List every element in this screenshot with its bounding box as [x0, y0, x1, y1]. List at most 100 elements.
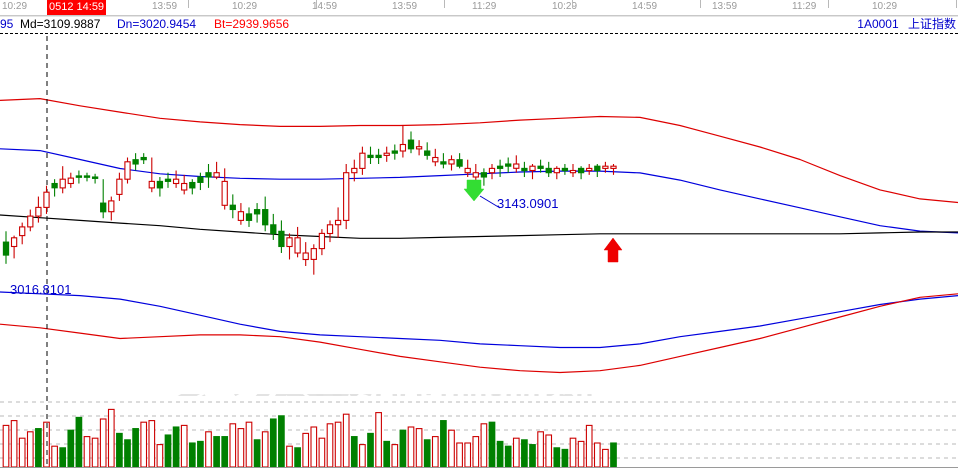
candle-body-down [391, 150, 398, 154]
candle-body-up [359, 152, 366, 169]
symbol-header[interactable]: 1A0001 上证指数 [857, 17, 956, 32]
candle-body-up [148, 180, 155, 189]
candle-body-down [278, 230, 285, 248]
price-panel[interactable] [0, 36, 958, 394]
time-tick-10: 11:29 [792, 1, 817, 12]
volume-bar-up [342, 413, 350, 468]
volume-bar-up [431, 436, 439, 468]
candle-body-up [529, 165, 536, 172]
volume-chart-svg [0, 396, 958, 468]
candle-body-down [253, 209, 261, 215]
candle-body-up [108, 200, 115, 213]
volume-bar-down [496, 440, 504, 468]
volume-bar-up [448, 429, 455, 468]
volume-bar-down [116, 432, 123, 468]
volume-bar-down [561, 448, 569, 468]
candle-body-down [100, 202, 107, 213]
volume-bar-down [213, 436, 220, 468]
buy-arrow-up[interactable] [603, 237, 623, 263]
candle-body-down [205, 172, 212, 178]
volume-bar-down [59, 447, 67, 468]
candle-body-up [610, 165, 617, 169]
candle-body-down [440, 161, 447, 165]
volume-bar-down [399, 429, 407, 468]
volume-bar-up [286, 445, 293, 468]
band-line-Bt-upper [0, 98, 958, 204]
candle-body-down [496, 165, 504, 169]
volume-bar-up [91, 437, 99, 468]
volume-bar-up [2, 424, 10, 468]
volume-bar-up [10, 420, 18, 468]
time-tick-6: 11:29 [472, 1, 497, 12]
time-tick-11: 10:29 [872, 1, 898, 12]
volume-bar-up [375, 412, 382, 468]
indicator-header: 95 Md=3109.9887 Dn=3020.9454 Bt=2939.965… [0, 17, 958, 32]
indicator-md: Md=3109.9887 [20, 17, 101, 31]
volume-bar-up [51, 445, 58, 468]
volume-bar-down [350, 436, 358, 468]
candle-body-down [545, 167, 552, 174]
sell-arrow-down[interactable] [463, 179, 485, 202]
candle-body-down [270, 224, 277, 235]
volume-bar-up [302, 432, 310, 468]
volume-bar-up [480, 423, 488, 468]
candle-body-down [521, 167, 528, 172]
annotation-leader-line [479, 195, 501, 209]
candle-body-up [43, 191, 50, 208]
candle-body-down [75, 175, 83, 178]
band-line-Bt-lower [0, 293, 958, 374]
volume-bar-down [553, 447, 561, 468]
volume-bar-up [407, 426, 415, 468]
volume-bar-up [318, 437, 326, 468]
volume-bar-up [229, 423, 237, 468]
candle-body-up [602, 165, 609, 169]
cursor-time-badge: 0512 14:59 [47, 0, 107, 15]
volume-bar-up [464, 442, 472, 468]
candle-body-down [189, 181, 196, 189]
candle-body-up [448, 159, 455, 165]
symbol-name: 上证指数 [907, 17, 956, 31]
volume-bar-up [180, 424, 188, 468]
candle-body-down [197, 176, 204, 183]
volume-bar-up [593, 442, 601, 468]
volume-bar-down [132, 428, 139, 468]
time-tick-5: 13:59 [392, 1, 418, 12]
candlestick-series [2, 124, 617, 275]
volume-bar-down [278, 415, 285, 468]
volume-bar-up [472, 436, 480, 468]
volume-bar-up [585, 424, 593, 468]
band-line-Md [0, 214, 958, 239]
candle-body-down [424, 150, 431, 156]
candle-body-up [19, 226, 26, 237]
candle-body-up [553, 167, 560, 174]
candle-body-up [586, 167, 593, 172]
candle-body-down [594, 165, 601, 172]
volume-bar-down [172, 426, 180, 468]
time-tick-2: 13:59 [152, 1, 178, 12]
volume-bar-down [423, 439, 431, 468]
band-line-Dn-upper [0, 148, 958, 234]
volume-bar-up [205, 431, 212, 468]
volume-bar-up [359, 444, 366, 468]
volume-panel[interactable] [0, 396, 958, 468]
candle-body-up [237, 211, 245, 221]
candle-body-up [343, 172, 350, 221]
volume-bar-down [75, 416, 83, 468]
candle-body-up [334, 219, 342, 226]
volume-bar-down [35, 428, 42, 468]
candle-body-up [59, 178, 66, 189]
candle-body-up [326, 224, 334, 235]
time-axis[interactable]: 10:29 14:59 13:59 10:29 14:59 13:59 11:29 10:29… [0, 0, 958, 16]
volume-bar-up [18, 437, 26, 468]
time-tick-0: 10:29 [2, 1, 28, 12]
indicator-prefix: 95 [0, 17, 14, 31]
time-tick-3: 10:29 [232, 1, 258, 12]
candle-body-down [132, 159, 139, 165]
volume-bar-down [164, 434, 172, 468]
candle-body-down [480, 172, 488, 178]
candle-body-up [472, 172, 479, 178]
time-axis-separator-6 [828, 0, 829, 8]
candle-body-down [91, 176, 99, 179]
volume-bar-up [326, 423, 334, 468]
